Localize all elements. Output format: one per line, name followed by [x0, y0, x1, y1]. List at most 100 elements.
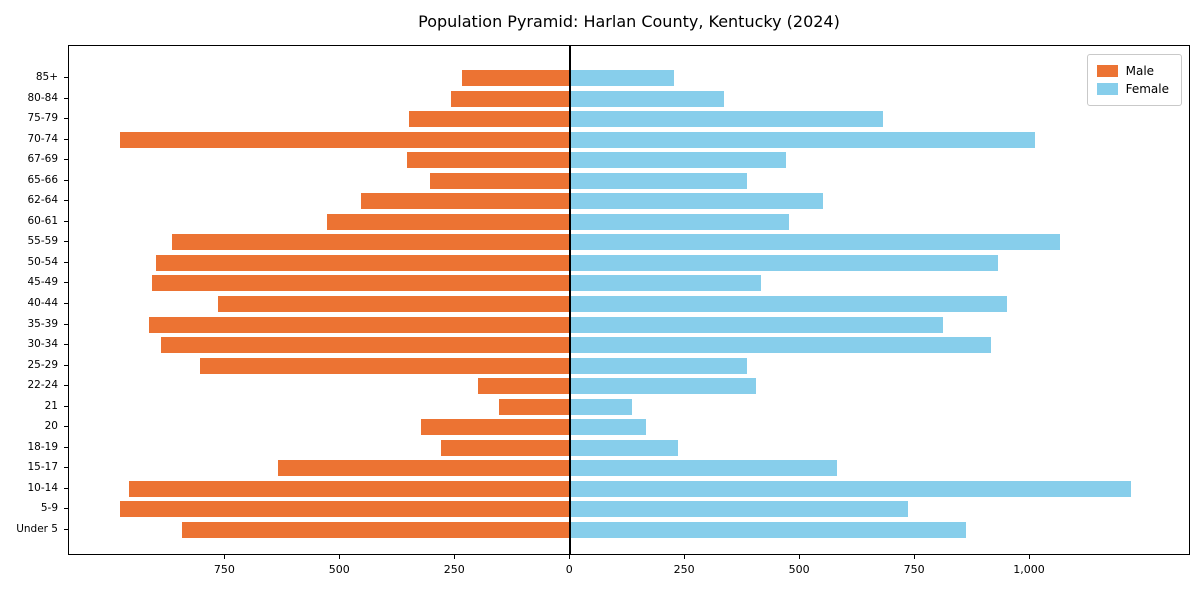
bar-female	[570, 378, 757, 395]
bar-male	[498, 398, 571, 415]
zero-axis-line	[569, 46, 571, 554]
bar-female	[570, 70, 674, 87]
legend-label-female: Female	[1125, 82, 1169, 96]
bar-female	[570, 337, 991, 354]
bar-female	[570, 521, 966, 538]
x-tick-label: 500	[788, 563, 810, 576]
bar-female	[570, 480, 1132, 497]
bar-female	[570, 357, 748, 374]
bar-female	[570, 152, 787, 169]
y-tick-mark	[64, 446, 68, 448]
bar-male	[119, 501, 571, 518]
x-tick-label: 250	[673, 563, 695, 576]
x-axis: 750 500 250 0 250 500 750 1,000	[68, 555, 1190, 587]
y-tick-mark	[64, 323, 68, 325]
bar-female	[570, 439, 679, 456]
y-tick-label: 75-79	[27, 112, 58, 125]
y-tick-mark	[64, 159, 68, 161]
bar-male	[429, 172, 571, 189]
y-tick-mark	[64, 200, 68, 202]
x-tick-mark	[1028, 555, 1030, 559]
y-tick-mark	[64, 138, 68, 140]
y-tick-mark	[64, 528, 68, 530]
bar-female	[570, 131, 1035, 148]
y-tick-label: 50-54	[27, 255, 58, 268]
y-tick-label: 60-61	[27, 214, 58, 227]
bar-male	[409, 111, 571, 128]
y-tick-label: 70-74	[27, 132, 58, 145]
chart-title: Population Pyramid: Harlan County, Kentu…	[418, 12, 840, 31]
bar-male	[160, 337, 571, 354]
bar-male	[181, 521, 571, 538]
y-axis: 85+ 80-84 75-79 70-74 67-69 65-66 62-64 60-61 55…	[0, 45, 68, 555]
bar-male	[326, 213, 571, 230]
bar-male	[420, 419, 571, 436]
x-tick-label: 750	[213, 563, 235, 576]
bar-male	[406, 152, 571, 169]
bar-female	[570, 234, 1060, 251]
bar-male	[156, 254, 571, 271]
bar-male	[151, 275, 571, 292]
bar-female	[570, 501, 909, 518]
y-tick-label: 20	[44, 420, 58, 433]
y-tick-mark	[64, 261, 68, 263]
y-tick-mark	[64, 487, 68, 489]
bar-female	[570, 111, 883, 128]
y-tick-label: 40-44	[27, 297, 58, 309]
legend: Male Female	[1086, 54, 1182, 106]
bar-female	[570, 419, 647, 436]
bar-female	[570, 90, 725, 107]
y-tick-mark	[64, 385, 68, 387]
bar-male	[218, 296, 571, 312]
bar-female	[570, 172, 748, 189]
y-tick-mark	[64, 77, 68, 79]
legend-item-female: Female	[1096, 80, 1169, 98]
bar-female	[570, 460, 837, 477]
x-tick-label: 250	[443, 563, 465, 576]
bar-male	[441, 439, 571, 456]
y-tick-mark	[64, 467, 68, 469]
y-tick-label: 15-17	[27, 461, 58, 474]
bar-male	[200, 357, 571, 374]
y-tick-mark	[64, 282, 68, 284]
x-tick-mark	[683, 555, 685, 559]
bar-female	[570, 275, 762, 292]
bar-female	[570, 193, 824, 210]
y-tick-mark	[64, 118, 68, 120]
legend-item-male: Male	[1096, 62, 1169, 80]
y-tick-label: 45-49	[27, 276, 58, 289]
bar-male	[360, 193, 571, 210]
bar-male	[450, 90, 571, 107]
y-tick-label: 55-59	[27, 235, 58, 248]
y-tick-label: Under 5	[16, 522, 58, 535]
y-tick-mark	[64, 220, 68, 222]
bar-female	[570, 398, 633, 415]
y-tick-label: 80-84	[27, 91, 58, 104]
x-tick-mark	[453, 555, 455, 559]
y-tick-mark	[64, 364, 68, 366]
legend-swatch-female-icon	[1096, 83, 1118, 95]
bar-female	[570, 254, 998, 271]
y-tick-label: 21	[44, 399, 58, 412]
y-tick-label: 62-64	[27, 194, 58, 207]
y-tick-label: 5-9	[40, 502, 58, 515]
y-tick-mark	[64, 508, 68, 510]
y-tick-label: 65-66	[27, 173, 58, 186]
y-tick-mark	[64, 303, 68, 304]
y-tick-label: 25-29	[27, 358, 58, 371]
bar-female	[570, 316, 943, 333]
y-tick-label: 85+	[35, 71, 58, 84]
y-tick-label: 22-24	[27, 379, 58, 392]
bar-male	[119, 131, 571, 148]
x-tick-label: 0	[565, 563, 573, 576]
y-tick-mark	[64, 344, 68, 346]
bar-male	[478, 378, 571, 395]
x-tick-mark	[798, 555, 800, 559]
x-tick-mark	[223, 555, 225, 559]
x-tick-label: 500	[328, 563, 350, 576]
y-tick-mark	[64, 241, 68, 243]
y-tick-label: 18-19	[27, 440, 58, 453]
y-tick-mark	[64, 179, 68, 181]
bar-male	[128, 480, 571, 497]
